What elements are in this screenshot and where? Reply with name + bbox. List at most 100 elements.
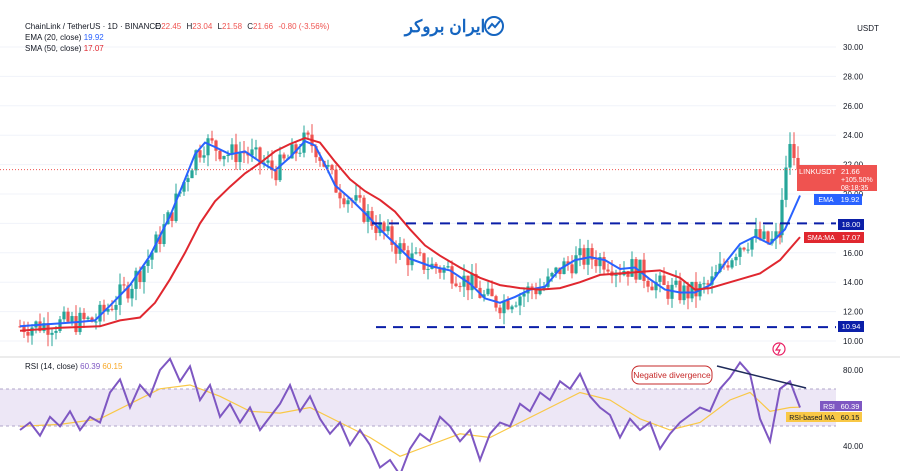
candle-body xyxy=(658,275,662,282)
candle-body xyxy=(274,170,278,181)
rsi-tick-40: 40.00 xyxy=(843,442,864,451)
candle-body xyxy=(458,286,462,288)
candle-body xyxy=(346,200,350,205)
candle-body xyxy=(414,252,418,254)
candle-body xyxy=(230,144,234,155)
lightning-icon[interactable] xyxy=(772,342,786,356)
candle-body xyxy=(470,273,474,291)
ema-line xyxy=(19,139,801,328)
candle-body xyxy=(242,152,246,154)
price-tick-label: 28.00 xyxy=(843,72,864,81)
candle-body xyxy=(774,231,778,239)
rsi-legend-value: 60.39 xyxy=(80,362,101,371)
rsi-legend[interactable]: RSI (14, close) 60.39 60.15 xyxy=(25,362,123,371)
chart-legend: ChainLink / TetherUS · 1D · BINANCE O22.… xyxy=(25,22,330,53)
price-pane[interactable] xyxy=(0,0,836,356)
candle-body xyxy=(550,273,554,277)
candle-body xyxy=(730,260,734,268)
price-tick-label: 10.00 xyxy=(843,337,864,346)
lower-level-tag: 10.94 xyxy=(838,321,864,332)
candle-body xyxy=(418,252,422,254)
rsi-tag-label: RSI xyxy=(823,404,835,411)
candle-body xyxy=(390,226,394,245)
rsi-ma-tag-label: RSI-based MA xyxy=(789,415,835,422)
annotation-label: Negative divergence xyxy=(633,370,711,380)
price-tick-label: 30.00 xyxy=(843,43,864,52)
watermark-logo: ایران بروکر xyxy=(403,16,504,37)
candle-body xyxy=(362,197,366,222)
sma-tag-label: SMA:MA xyxy=(807,235,835,242)
ohlc-open: 22.45 xyxy=(161,22,182,31)
candle-body xyxy=(338,192,342,199)
candle-body xyxy=(602,257,606,270)
candle-body xyxy=(502,300,506,314)
last-price-tag: LINKUSDT 21.66 +105.50% 08:18:35 xyxy=(797,165,877,192)
candle-body xyxy=(386,226,390,232)
pair-label: LINKUSDT xyxy=(799,167,837,176)
candle-body xyxy=(646,280,650,287)
ohlc-close: 21.66 xyxy=(253,22,274,31)
candle-body xyxy=(354,195,358,201)
divergence-annotation[interactable]: Negative divergence xyxy=(631,365,713,385)
candle-body xyxy=(258,147,262,164)
candle-body xyxy=(370,211,374,226)
candle-body xyxy=(518,296,522,306)
candle-body xyxy=(590,248,594,260)
ema-legend[interactable]: EMA (20, close) 19.92 xyxy=(25,33,104,42)
sma-legend[interactable]: SMA (50, close) 17.07 xyxy=(25,44,104,53)
candle-body xyxy=(378,222,382,233)
candle-body xyxy=(102,304,106,312)
candle-body xyxy=(706,283,710,285)
symbol-title[interactable]: ChainLink / TetherUS · 1D · BINANCE xyxy=(25,22,160,31)
rsi-ma-line xyxy=(19,384,801,457)
candle-body xyxy=(70,316,74,322)
candle-body xyxy=(434,263,438,269)
candle-body xyxy=(122,284,126,286)
candle-body xyxy=(650,286,654,291)
rsi-line xyxy=(19,356,801,471)
candle-body xyxy=(422,253,426,270)
candle-body xyxy=(86,317,90,320)
candle-body xyxy=(582,248,586,265)
candle-body xyxy=(298,152,302,154)
candle-body xyxy=(490,288,494,297)
upper-level-tag: 18.00 xyxy=(838,219,864,230)
candle-body xyxy=(642,259,646,281)
price-grid xyxy=(0,46,836,342)
price-tick-label: 12.00 xyxy=(843,308,864,317)
candle-body xyxy=(62,311,66,320)
candle-body xyxy=(238,152,242,163)
candle-body xyxy=(150,252,154,260)
candle-body xyxy=(58,319,62,331)
candle-body xyxy=(214,140,218,151)
candle-body xyxy=(222,155,226,160)
candle-body xyxy=(74,316,78,333)
candle-body xyxy=(210,138,214,141)
candle-body xyxy=(254,147,258,150)
candle-body xyxy=(654,281,658,291)
candle-body xyxy=(442,267,446,273)
candle-body xyxy=(106,308,110,312)
candle-body xyxy=(54,330,58,333)
candle-body xyxy=(306,132,310,135)
candle-body xyxy=(342,198,346,205)
ohlc-l-label: L xyxy=(218,22,223,31)
candle-body xyxy=(498,307,502,314)
candle-body xyxy=(718,263,722,272)
candle-body xyxy=(566,261,570,265)
candle-body xyxy=(554,267,558,274)
candle-body xyxy=(18,326,22,328)
candle-body xyxy=(26,332,30,336)
sma-line xyxy=(19,137,801,332)
candle-body xyxy=(226,154,230,156)
ohlc-values: O22.45 H23.04 L21.58 C21.66 -0.80 (-3.56… xyxy=(155,22,330,31)
countdown: 08:18:35 xyxy=(841,185,868,192)
rsi-tag-value: 60.39 xyxy=(841,402,860,411)
candle-body xyxy=(282,154,286,159)
rsi-value-tag: RSI 60.39 xyxy=(820,401,862,411)
candle-body xyxy=(506,300,510,310)
candle-body xyxy=(662,275,666,285)
candle-body xyxy=(674,280,678,285)
candle-body xyxy=(522,293,526,297)
